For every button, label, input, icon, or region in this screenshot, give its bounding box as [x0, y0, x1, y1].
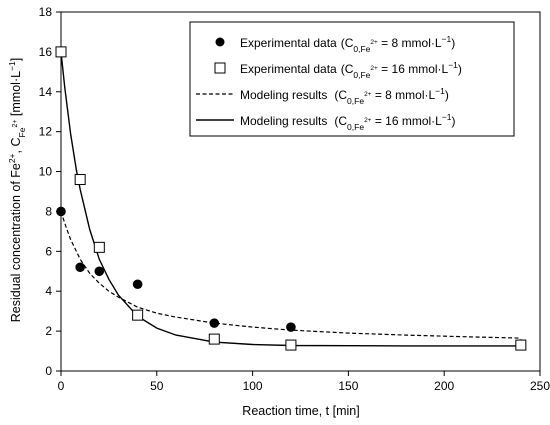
- legend-conc-subsup: 2+: [364, 91, 372, 98]
- data-point-exp-16: [132, 309, 144, 321]
- data-point-exp-8: [286, 322, 296, 332]
- x-tick-label: 150: [338, 379, 358, 393]
- tick-labels: 0 50 100 150 200 250 0 2 4 6 8 10 12 14 16 18: [39, 5, 550, 393]
- legend-conc-prefix: (C: [334, 114, 347, 128]
- legend-entry-exp-8: Experimental data (C0,Fe2+ = 8 mmol·L−1): [215, 34, 455, 54]
- svg-text:Experimental data(C0,Fe2+ = 16: Experimental data (C0,Fe2+ = 16 mmol·L−1): [240, 60, 462, 80]
- legend-conc-end: ): [458, 62, 462, 76]
- y-tick-label: 12: [39, 125, 53, 139]
- y-tick-label: 10: [39, 165, 53, 179]
- y-axis-title-prefix: Residual concentration of Fe: [9, 163, 23, 322]
- legend-conc-value: = 16 mmol·L: [378, 62, 449, 76]
- x-tick-label: 200: [434, 379, 454, 393]
- plot-frame: [60, 11, 541, 372]
- legend-conc-end: ): [451, 36, 455, 50]
- y-axis-title-unit: [mmol·L: [9, 71, 23, 120]
- legend: Experimental data (C0,Fe2+ = 8 mmol·L−1) …: [189, 21, 515, 137]
- data-point-exp-16: [208, 333, 220, 345]
- legend-conc-sub: 0,Fe: [347, 122, 364, 132]
- svg-text:Modeling results(C0,Fe2+ = 16: Modeling results (C0,Fe2+ = 16 mmol·L−1): [240, 112, 456, 132]
- data-point-exp-16: [515, 339, 527, 351]
- data-point-exp-16: [93, 241, 105, 253]
- legend-conc-prefix: (C: [341, 62, 354, 76]
- legend-conc-value: = 16 mmol·L: [371, 114, 442, 128]
- y-tick-label: 14: [39, 85, 53, 99]
- legend-conc-end: ): [452, 114, 456, 128]
- legend-conc-subsup: 2+: [370, 39, 378, 46]
- data-point-exp-16: [285, 339, 297, 351]
- legend-conc-prefix: (C: [341, 36, 354, 50]
- legend-label-exp-8: Experimental data: [240, 36, 337, 50]
- legend-conc-sup: −1: [442, 112, 452, 122]
- legend-conc-sup: −1: [448, 60, 458, 70]
- x-tick-label: 250: [530, 379, 550, 393]
- legend-entry-model-16: Modeling results (C0,Fe2+ = 16 mmol·L−1): [196, 112, 456, 132]
- y-tick-label: 8: [45, 204, 52, 218]
- model-line-8: [60, 211, 521, 339]
- legend-conc-subsup: 2+: [364, 117, 372, 124]
- x-tick-label: 50: [150, 379, 164, 393]
- legend-conc-sup: −1: [435, 86, 445, 96]
- legend-conc-sub: 0,Fe: [347, 96, 364, 106]
- data-point-exp-8: [209, 318, 220, 328]
- legend-entry-model-8: Modeling results (C0,Fe2+ = 8 mmol·L−1): [196, 86, 449, 106]
- legend-conc-sup: −1: [442, 34, 452, 44]
- y-tick-label: 6: [45, 244, 52, 258]
- data-point-exp-16: [74, 174, 86, 186]
- y-axis-title-mid: , C: [9, 137, 23, 153]
- data-point-exp-8: [75, 262, 85, 273]
- legend-conc-value: = 8 mmol·L: [371, 88, 435, 102]
- y-tick-label: 4: [45, 284, 52, 298]
- legend-label-model-16: Modeling results: [240, 114, 327, 128]
- x-tick-label: 100: [243, 379, 263, 393]
- legend-marker-filled-circle: [215, 37, 225, 47]
- data-point-exp-8: [94, 266, 105, 277]
- y-tick-label: 0: [45, 364, 52, 378]
- legend-conc-value: = 8 mmol·L: [378, 36, 442, 50]
- legend-label-model-8: Modeling results: [240, 88, 327, 102]
- y-axis-title-end: ]: [9, 58, 23, 61]
- y-axis-title-subsup: 2+: [12, 120, 19, 128]
- x-axis-title: Reaction time, t [min]: [242, 404, 359, 418]
- data-point-exp-8: [56, 206, 66, 217]
- legend-conc-subsup: 2+: [370, 65, 378, 72]
- legend-conc-prefix: (C: [334, 88, 347, 102]
- svg-text:Experimental data(C0,Fe2+ = 8: Experimental data (C0,Fe2+ = 8 mmol·L−1): [240, 34, 455, 54]
- series: [55, 46, 527, 351]
- axes: [60, 11, 541, 372]
- y-tick-label: 16: [39, 45, 53, 59]
- y-axis-title: Residual concentration of Fe2+, CFe2+ [m…: [7, 58, 27, 323]
- legend-box: [189, 21, 515, 137]
- tick-marks: [56, 11, 541, 376]
- legend-marker-open-square: [214, 62, 226, 74]
- legend-conc-end: ): [445, 88, 449, 102]
- y-axis-title-sub: Fe: [17, 127, 27, 137]
- legend-entry-exp-16: Experimental data (C0,Fe2+ = 16 mmol·L−1): [214, 60, 462, 80]
- x-tick-label: 0: [58, 379, 65, 393]
- data-point-exp-16: [55, 46, 67, 58]
- y-axis-title-unit-sup: −1: [7, 61, 17, 71]
- y-tick-label: 18: [39, 5, 53, 19]
- data-point-exp-8: [132, 279, 143, 290]
- legend-conc-sub: 0,Fe: [353, 44, 370, 54]
- legend-label-exp-16: Experimental data: [240, 62, 337, 76]
- svg-text:Modeling results(C0,Fe2+ = 8: Modeling results (C0,Fe2+ = 8 mmol·L−1): [240, 86, 449, 106]
- y-tick-label: 2: [45, 324, 52, 338]
- legend-conc-sub: 0,Fe: [353, 70, 370, 80]
- y-axis-title-sup: 2+: [7, 153, 17, 163]
